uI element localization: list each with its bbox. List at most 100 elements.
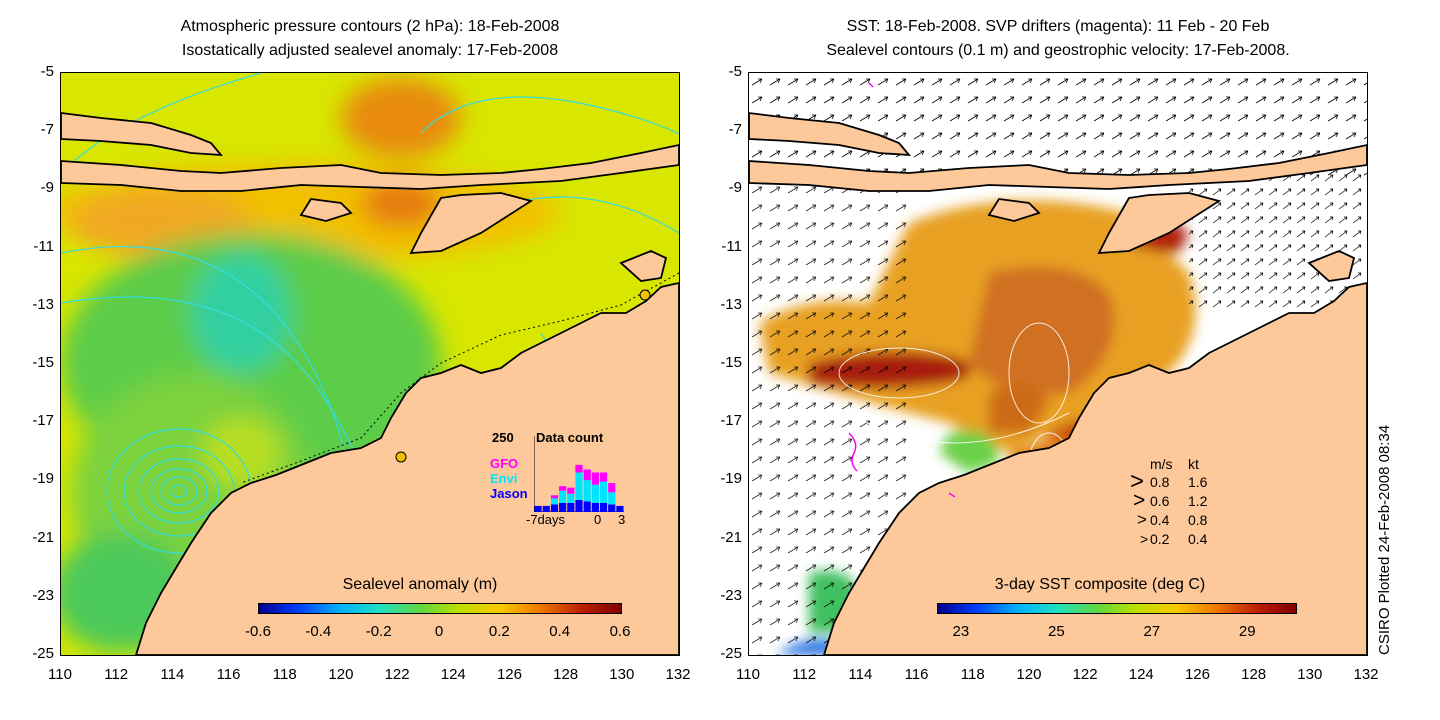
- right-colorbar-title: 3-day SST composite (deg C): [994, 576, 1206, 593]
- right-title-line2: Sealevel contours (0.1 m) and geostrophi…: [826, 42, 1290, 59]
- legend-kt-value: 1.6: [1188, 474, 1208, 490]
- inset-sat-gfo: GFO: [490, 456, 519, 471]
- legend-ms-value: 0.8: [1150, 474, 1170, 490]
- x-axis-label: 118: [272, 666, 297, 683]
- legend-arrow-icon: >: [1133, 489, 1146, 512]
- inset-bar-envi: [550, 498, 559, 505]
- svp-drifter-tracks: [848, 82, 956, 498]
- y-axis-label: -7: [40, 121, 54, 139]
- y-axis-label: -17: [32, 412, 54, 430]
- inset-bar-gfo: [599, 472, 608, 482]
- y-axis-label: -25: [720, 645, 742, 662]
- x-axis-label: 118: [960, 666, 985, 683]
- inset-sat-jason: Jason: [490, 486, 528, 501]
- inset-bar-envi: [608, 492, 616, 505]
- x-axis-label: 122: [1072, 666, 1098, 683]
- left-title-line1: Atmospheric pressure contours (2 hPa): 1…: [180, 18, 560, 35]
- colorbar-tick-label: 29: [1238, 623, 1256, 640]
- legend-ms-value: 0.4: [1150, 512, 1170, 528]
- inset-bar-jason: [608, 504, 616, 512]
- colorbar-tick-label: 0.2: [488, 623, 510, 640]
- y-axis-label: -23: [720, 586, 742, 604]
- colorbar-tick-label: 0: [434, 623, 444, 640]
- y-axis-label: -7: [728, 121, 742, 139]
- y-axis-label: -17: [720, 412, 742, 430]
- inset-bar-gfo: [567, 487, 575, 494]
- colorbar-tick-label: -0.4: [305, 623, 332, 640]
- right-map-panel: [748, 72, 1368, 656]
- left-map-panel: [60, 72, 680, 656]
- y-axis-label: -9: [40, 179, 54, 197]
- right-colorbar: [937, 603, 1297, 614]
- tide-gauge-marker: [395, 451, 407, 463]
- y-axis-label: -5: [728, 63, 742, 80]
- x-axis-label: 120: [1016, 666, 1042, 683]
- legend-header-ms: m/s: [1150, 456, 1173, 472]
- inset-bar-jason: [567, 502, 575, 512]
- inset-bar-jason: [583, 501, 591, 512]
- colorbar-tick-label: 25: [1047, 623, 1065, 640]
- inset-bar-gfo: [591, 472, 599, 485]
- inset-bar-jason: [599, 502, 608, 512]
- inset-bar-gfo: [608, 483, 616, 493]
- inset-bar-envi: [575, 472, 583, 500]
- y-axis-label: -11: [721, 237, 742, 255]
- land-islands-right: [749, 112, 1367, 282]
- legend-arrow-icon: >: [1137, 510, 1147, 529]
- inset-bar-envi: [599, 481, 608, 503]
- inset-bar-jason: [550, 504, 559, 512]
- inset-bar-gfo: [583, 469, 591, 481]
- inset-bar-jason: [616, 505, 624, 512]
- inset-bar-envi: [583, 480, 591, 502]
- inset-bar-gfo: [550, 495, 559, 499]
- x-axis-label: 128: [1241, 666, 1267, 683]
- legend-kt-value: 0.8: [1188, 512, 1208, 528]
- colorbar-tick-label: -0.2: [365, 623, 392, 640]
- inset-bar-jason: [559, 502, 567, 512]
- y-axis-label: -19: [720, 470, 742, 488]
- inset-bar-envi: [559, 490, 567, 503]
- x-axis-label: 112: [104, 666, 129, 683]
- x-axis-label: 116: [216, 666, 241, 683]
- y-axis-label: -5: [40, 63, 54, 80]
- x-axis-label: 110: [736, 666, 760, 683]
- y-axis-label: -23: [32, 586, 54, 604]
- y-axis-label: -15: [32, 354, 54, 371]
- left-colorbar-title: Sealevel anomaly (m): [342, 576, 498, 593]
- x-axis-label: 130: [1297, 666, 1323, 683]
- data-count-chart: [534, 436, 624, 512]
- x-axis-label: 132: [665, 666, 691, 683]
- colorbar-tick-label: -0.6: [245, 623, 271, 640]
- sealevel-anomaly-map: [61, 73, 679, 655]
- legend-ms-value: 0.6: [1150, 493, 1170, 509]
- y-axis-label: -21: [32, 528, 54, 546]
- left-title-line2: Isostatically adjusted sealevel anomaly:…: [181, 42, 559, 59]
- inset-title: Data count: [536, 430, 604, 445]
- x-axis-label: 122: [384, 666, 410, 683]
- x-axis-label: 110: [48, 666, 72, 683]
- inset-x-label-end: 3: [618, 512, 626, 527]
- y-axis-label: -13: [720, 295, 742, 313]
- legend-header-kt: kt: [1188, 456, 1199, 472]
- x-axis-label: 112: [792, 666, 817, 683]
- inset-bar-jason: [591, 502, 599, 512]
- left-colorbar: [258, 603, 622, 614]
- inset-sat-envi: Envi: [490, 471, 518, 486]
- tide-gauge-marker: [639, 289, 651, 301]
- y-axis-label: -25: [32, 645, 54, 662]
- land-australia-right: [823, 282, 1367, 655]
- inset-bar-jason: [542, 505, 550, 512]
- x-axis-label: 124: [440, 666, 466, 683]
- legend-arrow-icon: >: [1140, 531, 1149, 547]
- x-axis-label: 130: [609, 666, 635, 683]
- inset-bar-envi: [591, 484, 599, 503]
- inset-bar-jason: [534, 505, 542, 512]
- x-axis-label: 132: [1353, 666, 1379, 683]
- x-axis-label: 126: [496, 666, 522, 683]
- y-axis-label: -11: [33, 237, 54, 255]
- inset-bar-gfo: [575, 464, 583, 473]
- y-axis-label: -9: [728, 179, 742, 197]
- x-axis-label: 126: [1184, 666, 1210, 683]
- inset-x-label-start: -7days: [526, 512, 566, 527]
- land-australia: [135, 282, 679, 655]
